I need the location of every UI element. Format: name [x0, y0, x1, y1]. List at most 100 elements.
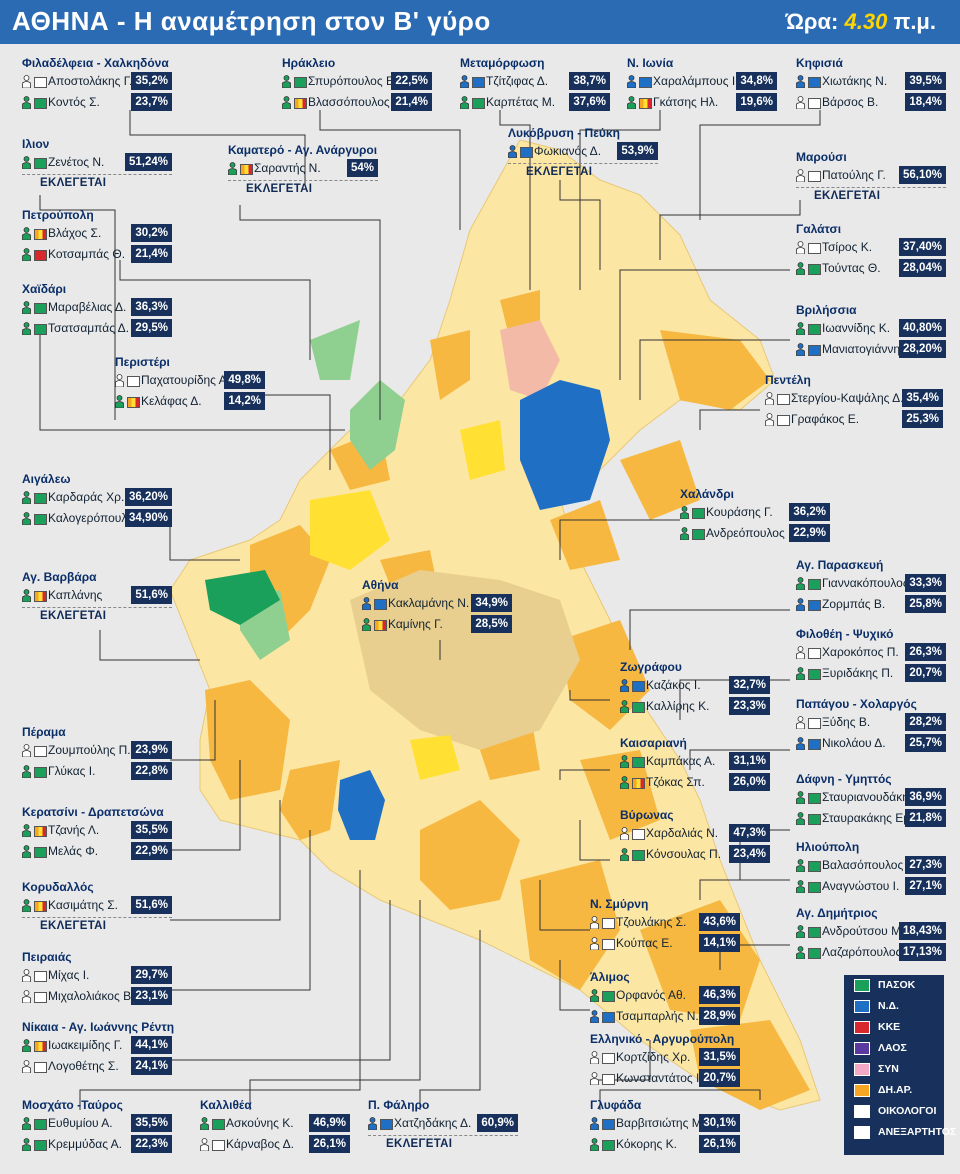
person-icon [508, 145, 517, 158]
vote-percentage: 29,7% [131, 966, 172, 984]
candidate-name: Γιαννακόπουλος Β. [822, 576, 924, 590]
municipality-name: Καλλιθέα [200, 1098, 252, 1112]
municipality-name: Μεταμόρφωση [460, 56, 545, 70]
time-suffix: π.μ. [893, 9, 936, 34]
vote-percentage: 30,1% [699, 1114, 740, 1132]
map-region-green-light-2 [310, 320, 360, 380]
leader-line [39, 195, 116, 420]
party-flag-icon [520, 147, 533, 158]
party-icons [590, 915, 616, 930]
legend-label: ΣΥΝ [878, 1063, 899, 1075]
candidate-name: Χαρδαλιάς Ν. [646, 826, 719, 840]
municipality-panel: Αγ. Δημήτριος Ανδρούτσου Μ. 18,43% Λαζαρόπο… [796, 906, 946, 962]
leader-line [119, 260, 311, 360]
municipality-name: Γλυφάδα [590, 1098, 642, 1112]
vote-percentage: 21,8% [905, 809, 946, 827]
party-icons [620, 699, 646, 714]
party-icons [796, 879, 822, 894]
leader-line [419, 930, 481, 1110]
vote-percentage: 37,40% [898, 238, 946, 256]
vote-percentage: 51,6% [131, 896, 172, 914]
party-icons [282, 74, 308, 89]
candidate-row: Ανδρεόπουλος Ε. 22,9% [680, 524, 830, 543]
leader-line [699, 879, 790, 900]
vote-percentage: 31,5% [699, 1048, 740, 1066]
candidate-name: Κελάφας Δ. [141, 394, 202, 408]
person-icon [200, 1138, 209, 1151]
vote-percentage: 26,1% [309, 1135, 350, 1153]
legend-swatch [854, 1000, 870, 1013]
candidate-name: Γλύκας Ι. [48, 764, 96, 778]
person-icon [590, 1138, 599, 1151]
party-flag-icon [34, 514, 47, 525]
party-icons [796, 597, 822, 612]
person-icon [22, 899, 31, 912]
map-region-orange-3 [280, 760, 340, 840]
candidate-name: Ιωακειμίδης Γ. [48, 1038, 123, 1052]
vote-percentage: 25,7% [905, 734, 946, 752]
candidate-name: Λογοθέτης Σ. [48, 1059, 119, 1073]
municipality-panel: Κερατσίνι - Δραπετσώνα Τζανής Λ. 35,5% Μελά… [22, 805, 172, 861]
vote-percentage: 23,7% [131, 93, 172, 111]
candidate-name: Σπυρόπουλος Επ. [308, 74, 406, 88]
vote-percentage: 35,2% [131, 72, 172, 90]
leader-line [689, 749, 790, 770]
map-region-orange-2 [205, 680, 290, 800]
municipality-name: Μαρούσι [796, 150, 847, 164]
person-icon [590, 1072, 599, 1085]
party-flag-icon [212, 1119, 225, 1130]
map-region-orange-17 [550, 500, 620, 570]
municipality-name: Κερατσίνι - Δραπετσώνα [22, 805, 164, 819]
person-icon [362, 597, 371, 610]
header-bar: ΑΘΗΝΑ - Η αναμέτρηση στον Β' γύρο Ώρα: 4… [0, 0, 960, 44]
person-icon [22, 845, 31, 858]
person-icon [22, 75, 31, 88]
person-icon [22, 824, 31, 837]
leader-line [579, 820, 610, 861]
candidate-row: Ιωακειμίδης Γ. 44,1% [22, 1036, 172, 1055]
legend-item: ΚΚΕ [844, 1017, 944, 1038]
leader-line [79, 870, 361, 1110]
legend-label: ΛΑΟΣ [878, 1042, 907, 1054]
person-icon [460, 96, 469, 109]
candidate-row: Καλογερόπουλος Δ. 34,90% [22, 509, 172, 528]
party-flag-icon [808, 324, 821, 335]
party-icons [22, 226, 48, 241]
person-icon [765, 392, 774, 405]
party-flag-icon [240, 164, 253, 175]
municipality-name: Π. Φάληρο [368, 1098, 430, 1112]
party-icons [22, 300, 48, 315]
vote-percentage: 23,3% [729, 697, 770, 715]
person-icon [796, 577, 805, 590]
person-icon [796, 343, 805, 356]
candidate-row: Σαραντής Ν. 54% [228, 159, 378, 178]
party-icons [368, 1116, 394, 1131]
candidate-row: Ξύδης Β. 28,2% [796, 713, 946, 732]
candidate-row: Ξυριδάκης Π. 20,7% [796, 664, 946, 683]
leader-line [249, 900, 421, 1110]
candidate-name: Φωκιανός Δ. [534, 144, 602, 158]
candidate-name: Καζάκος Ι. [646, 678, 701, 692]
person-icon [200, 1117, 209, 1130]
candidate-name: Ζουμπούλης Π. [48, 743, 131, 757]
leader-line [169, 520, 240, 561]
party-icons [22, 844, 48, 859]
vote-percentage: 33,3% [905, 574, 946, 592]
party-icons [796, 576, 822, 591]
map-region-athens [350, 570, 580, 750]
person-icon [627, 75, 636, 88]
leader-line [699, 409, 760, 430]
party-icons [590, 1137, 616, 1152]
person-icon [22, 990, 31, 1003]
candidate-row: Αποστολάκης Γ. 35,2% [22, 72, 172, 91]
person-icon [22, 1117, 31, 1130]
party-icons [796, 74, 822, 89]
party-flag-icon [602, 991, 615, 1002]
municipality-name: Βριλήσσια [796, 303, 857, 317]
party-flag-icon [808, 718, 821, 729]
party-icons [22, 989, 48, 1004]
vote-percentage: 46,3% [699, 986, 740, 1004]
party-icons [627, 74, 653, 89]
person-icon [22, 491, 31, 504]
municipality-name: Καισαριανή [620, 736, 687, 750]
